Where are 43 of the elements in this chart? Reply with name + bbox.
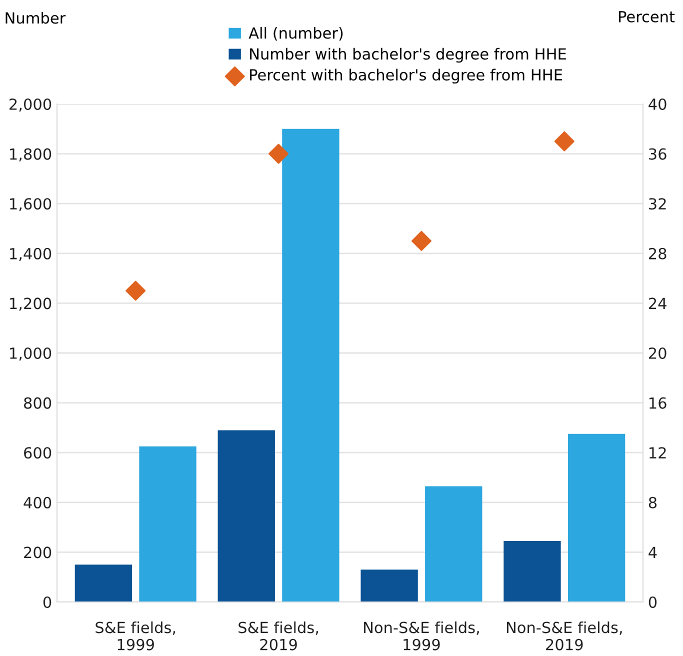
y-tick-label: 1,800 (10, 148, 52, 162)
point (554, 131, 574, 152)
y2-tick-label: 12 (650, 447, 666, 458)
y-tick-label: 800 (24, 397, 52, 409)
y-tick-label: 1,400 (10, 248, 52, 261)
y2-tick-label: 24 (648, 298, 666, 310)
bar (139, 446, 196, 602)
x-tick-label: Non-S&E fields, 2019 (506, 621, 622, 650)
legend-label: Number with bachelor's degree from HHE (250, 48, 566, 63)
y-tick-label: 600 (24, 447, 52, 459)
bar (425, 486, 482, 602)
point (411, 230, 432, 251)
y2-axis-title: Percent (619, 11, 675, 22)
bar (282, 128, 340, 602)
bar (568, 434, 626, 602)
y-tick-label: 1,200 (10, 298, 52, 311)
bar (504, 540, 561, 602)
y2-tick-label: 28 (648, 248, 666, 260)
y2-tick-label: 0 (648, 596, 657, 608)
bar (218, 430, 275, 602)
bar (74, 564, 132, 602)
y2-tick-label: 20 (648, 347, 666, 360)
y2-tick-label: 8 (648, 496, 657, 508)
x-tick-label: Non-S&E fields, 1999 (364, 621, 479, 650)
bar (360, 570, 418, 602)
y-axis-title: Number (6, 12, 66, 24)
y-tick-label: 2,000 (10, 98, 52, 112)
y2-tick-label: 40 (648, 98, 666, 110)
y2-tick-label: 4 (648, 546, 657, 558)
x-tick-label: S&E fields, 1999 (96, 621, 176, 650)
y2-tick-label: 32 (649, 198, 666, 210)
legend-label: Percent with bachelor's degree from HHE (250, 68, 562, 84)
y-tick-label: 0 (43, 596, 52, 608)
y-tick-label: 400 (24, 496, 52, 508)
legend-label: All (number) (248, 26, 343, 41)
y2-tick-label: 16 (650, 397, 666, 409)
y-tick-label: 1,600 (10, 198, 52, 212)
y-tick-label: 200 (24, 546, 52, 558)
y-tick-label: 1,000 (10, 347, 52, 361)
y2-tick-label: 36 (649, 148, 666, 160)
x-tick-label: S&E fields, 2019 (238, 621, 318, 650)
point (126, 280, 146, 301)
point (268, 144, 289, 164)
